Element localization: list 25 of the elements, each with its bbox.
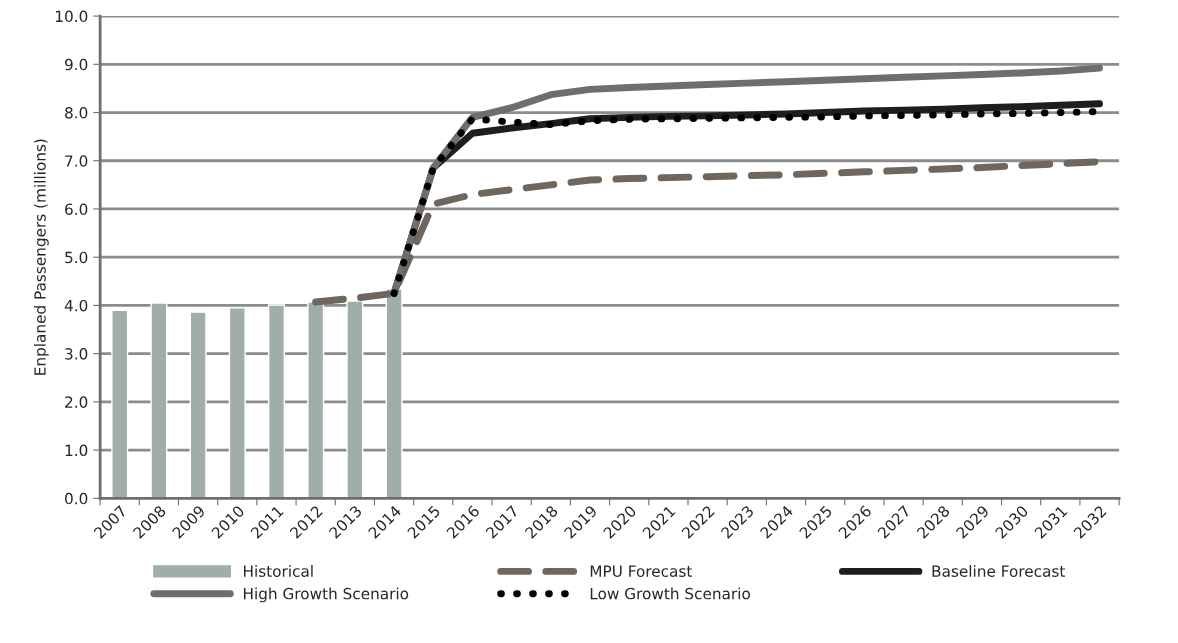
legend-label: Baseline Forecast [932, 565, 1065, 577]
bar [150, 302, 168, 499]
y-tick-label: 8.0 [65, 106, 88, 119]
bar [189, 311, 207, 499]
y-axis-title: Enplaned Passengers (millions) [33, 139, 49, 375]
bar [385, 288, 403, 499]
y-tick-label: 3.0 [65, 348, 88, 360]
bar [307, 301, 325, 499]
y-tick-label: 6.0 [65, 203, 88, 215]
legend-label: Historical [243, 565, 313, 577]
bar [228, 307, 246, 499]
y-tick-label: 10.0 [55, 10, 88, 23]
legend-label: High Growth Scenario [243, 587, 409, 603]
bar [346, 300, 364, 499]
bar [111, 309, 129, 499]
y-tick-label: 7.0 [65, 155, 88, 167]
legend-label: MPU Forecast [590, 565, 692, 577]
legend-label: Low Growth Scenario [590, 587, 750, 600]
y-tick-label: 9.0 [64, 58, 88, 71]
y-tick-label: 4.0 [64, 299, 88, 312]
y-tick-label: 1.0 [65, 444, 88, 457]
bar [267, 304, 286, 499]
y-tick-label: 0.0 [65, 492, 88, 505]
y-tick-label: 2.0 [65, 396, 88, 408]
y-tick-label: 5.0 [65, 251, 88, 264]
